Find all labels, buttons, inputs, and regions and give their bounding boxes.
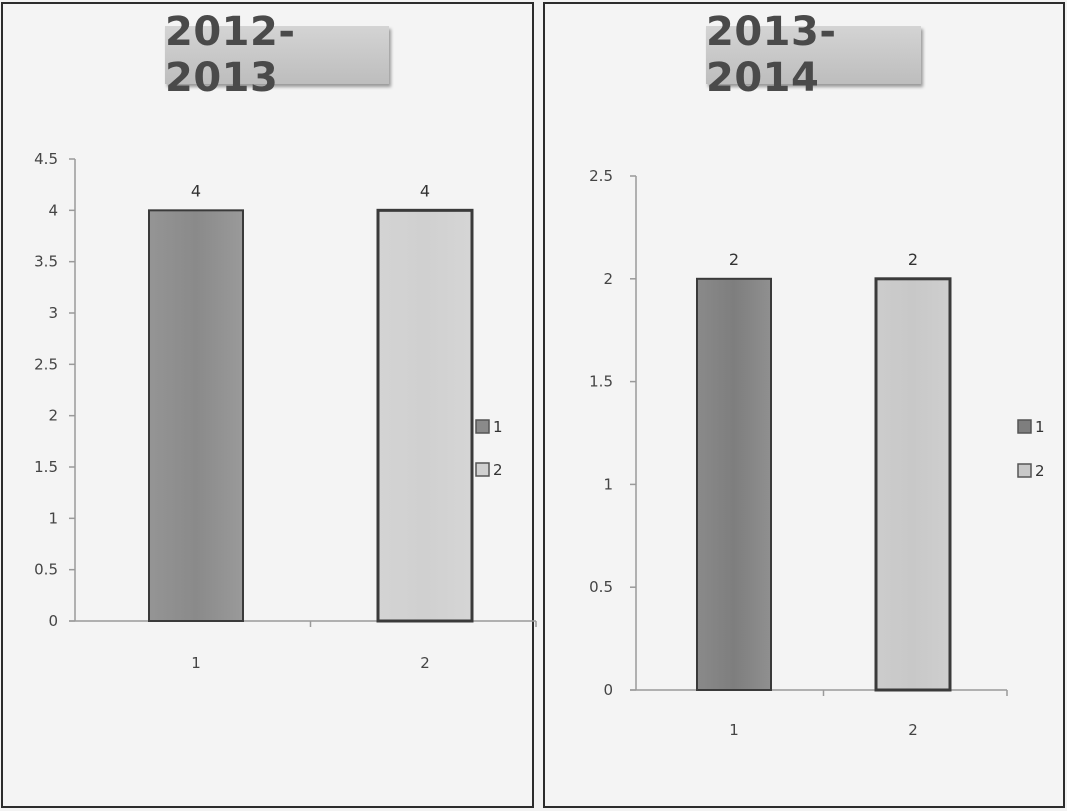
y-tick-label: 2 [603,270,613,288]
bar-1 [148,209,244,622]
bar-1 [696,277,772,691]
y-tick-label: 2 [48,407,58,425]
y-tick-label: 0.5 [34,561,58,579]
y-tick-label: 0.5 [589,578,613,596]
x-tick-label: 1 [191,654,201,672]
x-tick-label: 2 [420,654,430,672]
legend-label: 2 [493,461,503,479]
bar-2 [874,277,952,692]
data-label: 2 [729,250,739,269]
data-label: 2 [908,250,918,269]
y-tick-label: 4.5 [34,150,58,168]
y-tick-label: 1.5 [34,458,58,476]
data-label: 4 [420,181,430,200]
legend-label: 1 [1035,418,1045,436]
y-tick-label: 0 [603,681,613,699]
legend-swatch-2 [475,462,490,477]
chart-panel-2013-2014: 2013-2014 0 0.5 1 1.5 2 2.5 2 1 2 2 1 2 [543,2,1065,808]
legend-label: 1 [493,418,503,436]
legend-swatch-2 [1017,463,1032,478]
y-tick-label: 1 [48,509,58,527]
y-tick-label: 3 [48,304,58,322]
y-tick-label: 1.5 [589,373,613,391]
legend-swatch-1 [1017,419,1032,434]
y-tick-label: 2.5 [34,355,58,373]
y-tick-label: 2.5 [589,167,613,185]
bar-2 [376,208,474,623]
bar-chart-2012-2013: 0 0.5 1 1.5 2 2.5 3 3.5 4 4.5 4 1 4 2 1 2 [34,150,537,672]
x-tick-label: 2 [908,721,918,739]
y-tick-label: 3.5 [34,253,58,271]
bar-chart-2013-2014: 0 0.5 1 1.5 2 2.5 2 1 2 2 1 2 [589,167,1045,739]
y-tick-label: 0 [48,612,58,630]
x-tick-label: 1 [729,721,739,739]
chart-panel-2012-2013: 2012-2013 0 0.5 1 1.5 2 2.5 3 3.5 4 4.5 4 1 4 2 1 2 [1,2,537,808]
data-label: 4 [191,181,201,200]
y-tick-label: 4 [48,201,58,219]
legend-label: 2 [1035,462,1045,480]
y-tick-label: 1 [603,475,613,493]
legend-swatch-1 [475,419,490,434]
